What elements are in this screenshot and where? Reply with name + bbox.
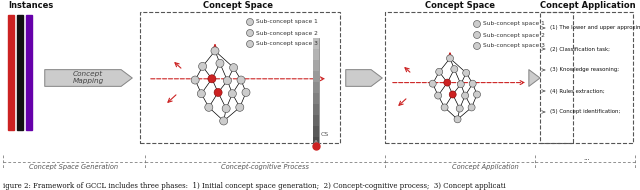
Circle shape	[228, 90, 236, 98]
Circle shape	[447, 55, 454, 62]
Circle shape	[191, 76, 199, 84]
Circle shape	[454, 116, 461, 123]
Circle shape	[216, 59, 224, 67]
Bar	[313, 38, 319, 49]
Bar	[313, 60, 319, 71]
Circle shape	[463, 69, 470, 76]
Text: (2) Classification task;: (2) Classification task;	[550, 47, 610, 51]
Text: Sub-concept space 1: Sub-concept space 1	[483, 21, 545, 26]
Text: Concept Space Generation: Concept Space Generation	[29, 164, 118, 170]
Circle shape	[468, 104, 475, 111]
Text: (5) Concept identification;: (5) Concept identification;	[550, 109, 620, 115]
Bar	[8, 15, 14, 130]
Circle shape	[236, 103, 244, 111]
Circle shape	[469, 80, 476, 87]
Text: Sub-concept space 3: Sub-concept space 3	[256, 41, 318, 47]
Bar	[313, 115, 319, 126]
Text: Concept
Mapping: Concept Mapping	[72, 71, 104, 84]
Bar	[313, 82, 319, 93]
Text: igure 2: Framework of GCCL includes three phases:  1) Initial concept space gene: igure 2: Framework of GCCL includes thre…	[3, 182, 506, 190]
Text: (1) The lower and upper approximations;: (1) The lower and upper approximations;	[550, 25, 640, 31]
Bar	[313, 49, 319, 60]
Circle shape	[230, 64, 237, 72]
Bar	[26, 15, 32, 130]
Circle shape	[474, 32, 481, 39]
Text: ...: ...	[584, 155, 590, 161]
Circle shape	[461, 92, 468, 99]
Circle shape	[205, 103, 213, 111]
Circle shape	[214, 88, 222, 97]
Text: Sub-concept space 3: Sub-concept space 3	[483, 44, 545, 48]
Circle shape	[444, 79, 451, 86]
Bar	[540, 12, 633, 143]
Text: Sub-concept space 2: Sub-concept space 2	[483, 32, 545, 37]
Circle shape	[220, 117, 228, 125]
Circle shape	[208, 75, 216, 83]
Circle shape	[474, 21, 481, 28]
Circle shape	[474, 43, 481, 50]
Circle shape	[246, 40, 253, 48]
Bar	[17, 15, 23, 130]
Bar	[313, 93, 319, 104]
Text: Concept Application: Concept Application	[452, 164, 518, 170]
Circle shape	[223, 77, 232, 85]
Circle shape	[198, 62, 207, 70]
Bar	[313, 126, 319, 137]
Text: (4) Rules extraction;: (4) Rules extraction;	[550, 89, 605, 93]
Circle shape	[242, 88, 250, 97]
Bar	[385, 12, 573, 143]
Text: Concept-cognitive Process: Concept-cognitive Process	[221, 164, 309, 170]
Circle shape	[246, 18, 253, 25]
Circle shape	[429, 80, 436, 87]
Circle shape	[211, 47, 219, 55]
Circle shape	[458, 81, 464, 88]
Bar	[313, 38, 319, 148]
Circle shape	[441, 104, 448, 111]
Circle shape	[436, 68, 443, 75]
Bar	[313, 104, 319, 115]
Circle shape	[456, 105, 463, 112]
Text: Concept Space: Concept Space	[425, 1, 495, 10]
Bar	[313, 71, 319, 82]
Circle shape	[474, 91, 481, 98]
Text: Sub-concept space 2: Sub-concept space 2	[256, 31, 318, 36]
Bar	[313, 137, 319, 148]
Circle shape	[222, 105, 230, 113]
Bar	[140, 12, 340, 143]
Circle shape	[237, 76, 245, 84]
Text: CS: CS	[321, 132, 329, 138]
Text: Concept Application: Concept Application	[540, 1, 636, 10]
Text: Instances: Instances	[8, 1, 53, 10]
Circle shape	[197, 90, 205, 98]
Text: (3) Knowledge reasoning;: (3) Knowledge reasoning;	[550, 67, 619, 73]
Circle shape	[246, 29, 253, 36]
Text: Sub-concept space 1: Sub-concept space 1	[256, 20, 317, 25]
Text: Concept Space: Concept Space	[203, 1, 273, 10]
Circle shape	[435, 92, 442, 99]
Circle shape	[451, 66, 458, 73]
Circle shape	[449, 91, 456, 98]
